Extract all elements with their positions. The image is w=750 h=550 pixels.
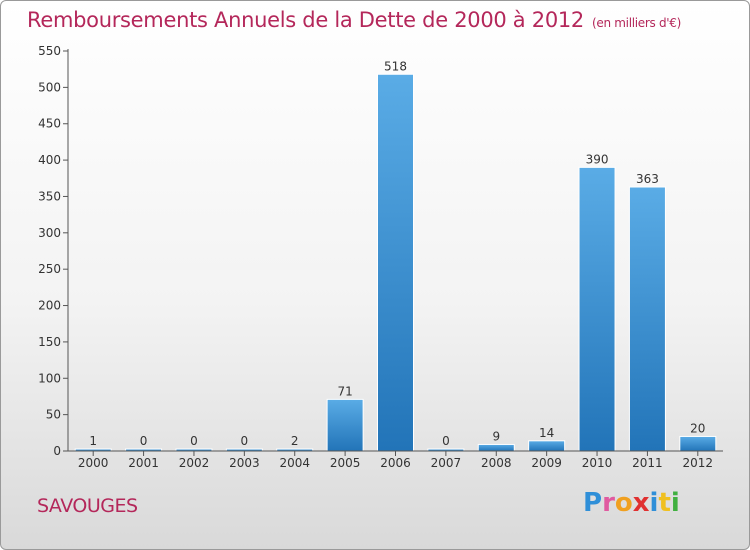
- bar-value-label: 363: [636, 172, 659, 186]
- y-tick-label: 0: [53, 444, 61, 458]
- y-tick-label: 350: [38, 189, 61, 203]
- bar-value-label: 390: [586, 152, 609, 166]
- bar: [628, 186, 666, 452]
- y-tick-label: 150: [38, 335, 61, 349]
- bar-value-label: 14: [539, 426, 554, 440]
- bar: [578, 166, 616, 452]
- bar-value-label: 0: [241, 434, 249, 448]
- bar: [477, 443, 515, 452]
- y-tick-label: 450: [38, 117, 61, 131]
- x-tick-label: 2008: [481, 456, 512, 470]
- y-tick-label: 550: [38, 44, 61, 58]
- y-tick-label: 200: [38, 299, 61, 313]
- unit-label: (en milliers d'€): [592, 16, 682, 30]
- y-tick-label: 250: [38, 262, 61, 276]
- bars: 1 0 0 0 2 71 518 0 9 14 390 363 20: [74, 59, 717, 452]
- y-tick-label: 50: [46, 408, 61, 422]
- logo-letter: x: [632, 488, 650, 518]
- bar-value-label: 0: [442, 434, 450, 448]
- logo-letter: r: [602, 488, 615, 518]
- y-axis: 0 50 100 150 200 250 300 350 400 450 500 550: [38, 44, 69, 458]
- logo-letter: i: [670, 488, 680, 518]
- logo-letter: P: [583, 488, 603, 518]
- x-tick-label: 2005: [330, 456, 361, 470]
- bar-value-label: 0: [140, 434, 148, 448]
- x-tick-label: 2010: [582, 456, 613, 470]
- chart-title: Remboursements Annuels de la Dette de 20…: [27, 8, 681, 32]
- x-tick-label: 2009: [531, 456, 562, 470]
- logo-letter: t: [658, 488, 671, 518]
- x-tick-label: 2001: [128, 456, 159, 470]
- x-tick-label: 2007: [431, 456, 462, 470]
- logo-letter: o: [614, 488, 633, 518]
- logo-letter: i: [649, 488, 659, 518]
- x-tick-label: 2012: [683, 456, 714, 470]
- bar-value-label: 0: [190, 434, 198, 448]
- bar-value-label: 518: [384, 59, 407, 73]
- y-tick-label: 300: [38, 226, 61, 240]
- x-tick-label: 2000: [78, 456, 109, 470]
- chart-title-text: Remboursements Annuels de la Dette de 20…: [27, 8, 584, 32]
- x-tick-label: 2002: [179, 456, 210, 470]
- bar-value-label: 9: [492, 429, 500, 443]
- x-tick-label: 2003: [229, 456, 260, 470]
- bar: [377, 73, 414, 452]
- proxiti-logo: Proxiti: [583, 488, 680, 518]
- y-tick-label: 400: [38, 153, 61, 167]
- bar: [679, 435, 717, 452]
- city-name: SAVOUGES: [37, 495, 138, 517]
- bar: [326, 398, 364, 452]
- bar-value-label: 1: [89, 434, 97, 448]
- y-tick-label: 500: [38, 80, 61, 94]
- x-axis: 2000 2001 2002 2003 2004 2005 2006 2007 2008 2009…: [68, 450, 723, 470]
- y-tick-label: 100: [38, 371, 61, 385]
- x-tick-label: 2004: [279, 456, 310, 470]
- bar-value-label: 20: [690, 421, 705, 435]
- bar: [528, 440, 566, 452]
- bar-value-label: 2: [291, 434, 299, 448]
- x-tick-label: 2011: [632, 456, 663, 470]
- bar-value-label: 71: [337, 384, 352, 398]
- x-tick-label: 2006: [380, 456, 411, 470]
